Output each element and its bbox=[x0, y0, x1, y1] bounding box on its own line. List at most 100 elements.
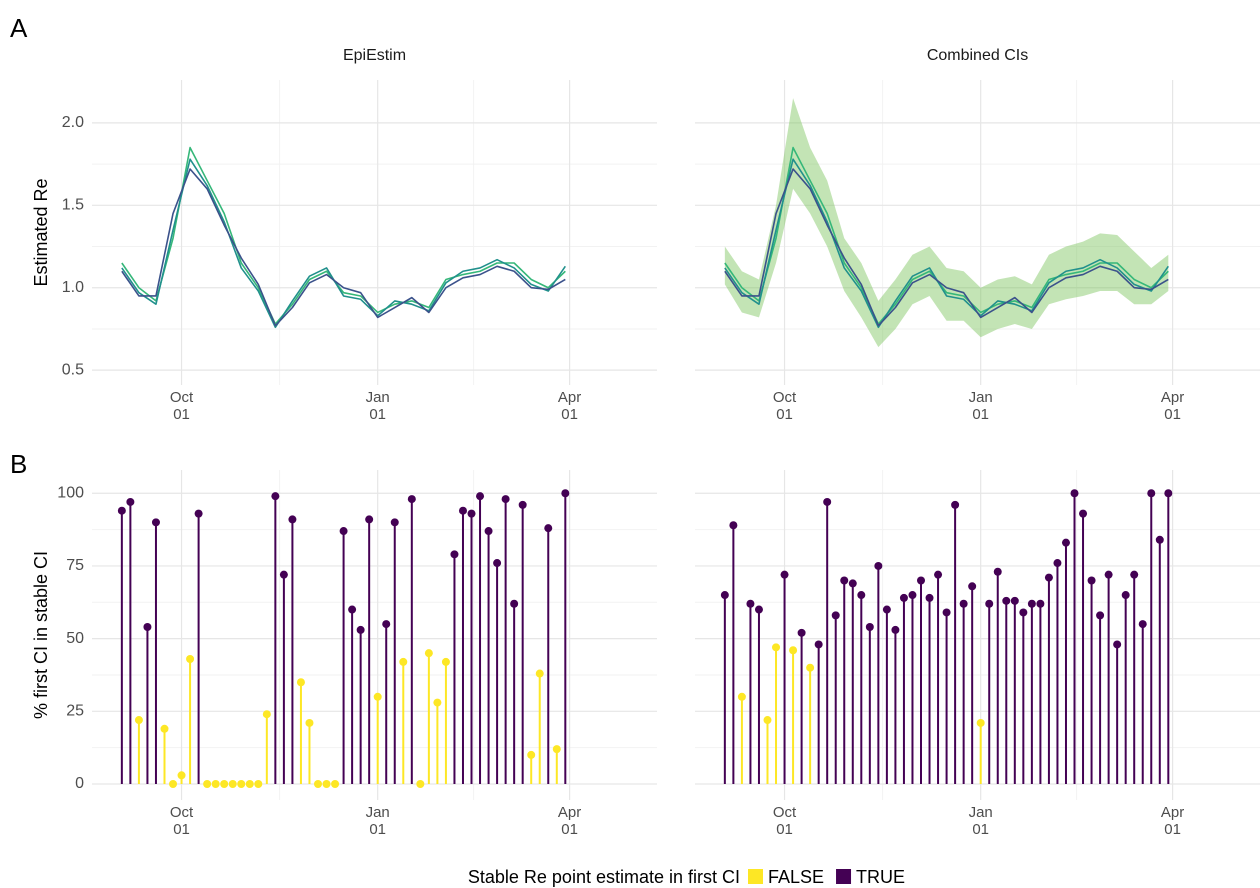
lollipop-dot bbox=[476, 492, 485, 501]
lollipop-dot bbox=[1061, 538, 1070, 547]
y-tick-label: 75 bbox=[66, 557, 84, 574]
lollipop-dot bbox=[985, 599, 994, 608]
lollipop-dot bbox=[1002, 596, 1011, 605]
lollipop-dot bbox=[245, 780, 254, 789]
lollipop-dot bbox=[1044, 573, 1053, 582]
panel-label: B bbox=[10, 449, 27, 479]
lollipop-dot bbox=[467, 509, 476, 518]
lollipop-dot bbox=[772, 643, 781, 652]
y-axis-label: % first CI in stable CI bbox=[31, 551, 51, 719]
lollipop-dot bbox=[169, 780, 178, 789]
lollipop-dot bbox=[424, 649, 433, 658]
lollipop-dot bbox=[160, 724, 169, 733]
lollipop-dot bbox=[254, 780, 263, 789]
lollipop-dot bbox=[848, 579, 857, 588]
lollipop-dot bbox=[331, 780, 340, 789]
legend-title: Stable Re point estimate in first CI bbox=[468, 867, 740, 887]
lollipop-dot bbox=[899, 593, 908, 602]
lollipop-dot bbox=[186, 654, 195, 663]
facet-title: EpiEstim bbox=[343, 47, 406, 64]
lollipop-dot bbox=[1079, 509, 1088, 518]
lollipop-dot bbox=[1053, 559, 1062, 568]
lollipop-dot bbox=[976, 718, 985, 727]
lollipop-dot bbox=[279, 570, 288, 579]
lollipop-dot bbox=[117, 506, 126, 515]
lollipop-dot bbox=[925, 593, 934, 602]
lollipop-dot bbox=[211, 780, 220, 789]
lollipop-dot bbox=[501, 495, 510, 504]
lollipop-dot bbox=[806, 663, 815, 672]
x-tick-label: Apr 01 bbox=[1160, 804, 1185, 838]
lollipop-dot bbox=[493, 559, 502, 568]
lollipop-dot bbox=[1113, 640, 1122, 649]
series-line bbox=[121, 168, 566, 327]
lollipop-dot bbox=[484, 527, 493, 536]
x-tick-label: Apr 01 bbox=[557, 804, 582, 838]
x-tick-label: Apr 01 bbox=[557, 389, 582, 423]
lollipop-dot bbox=[1155, 535, 1164, 544]
x-tick-label: Oct 01 bbox=[772, 389, 797, 423]
grid bbox=[92, 80, 1260, 800]
lollipop-dot bbox=[729, 521, 738, 530]
lollipop-dot bbox=[305, 718, 314, 727]
lollipop-dot bbox=[203, 780, 212, 789]
lollipop-dot bbox=[823, 497, 832, 506]
lollipop-dot bbox=[746, 599, 755, 608]
lollipop-dot bbox=[874, 561, 883, 570]
lollipop-dot bbox=[1096, 611, 1105, 620]
lollipop-dot bbox=[1027, 599, 1036, 608]
legend-swatch bbox=[836, 869, 852, 884]
y-tick-label: 0.5 bbox=[62, 361, 84, 378]
series-line bbox=[724, 158, 1169, 329]
y-tick-label: 1.0 bbox=[62, 279, 84, 296]
legend-swatch bbox=[748, 869, 763, 884]
lollipop-dot bbox=[237, 780, 246, 789]
lollipop-dot bbox=[151, 518, 160, 527]
lollipop-dot bbox=[1087, 576, 1096, 585]
series-line bbox=[724, 168, 1169, 327]
lollipop-dot bbox=[262, 710, 271, 719]
lollipop-dot bbox=[271, 492, 280, 501]
facet-title: Combined CIs bbox=[927, 47, 1028, 64]
lollipop-dot bbox=[882, 605, 891, 614]
lollipop-dot bbox=[399, 657, 408, 666]
x-tick-label: Apr 01 bbox=[1160, 389, 1185, 423]
x-tick-label: Jan 01 bbox=[365, 389, 390, 423]
lollipop-dot bbox=[754, 605, 763, 614]
y-tick-label: 2.0 bbox=[62, 114, 84, 131]
lollipop-dot bbox=[458, 506, 467, 515]
lollipop-dot bbox=[339, 527, 348, 536]
lollipop-dot bbox=[535, 669, 544, 678]
lollipop-dot bbox=[737, 692, 746, 701]
lollipop-dot bbox=[951, 500, 960, 509]
lollipop-dot bbox=[840, 576, 849, 585]
lollipop-dot bbox=[1164, 489, 1173, 498]
x-tick-label: Jan 01 bbox=[968, 804, 993, 838]
lollipop-dot bbox=[433, 698, 442, 707]
lollipop-dot bbox=[934, 570, 943, 579]
lollipop-dot bbox=[814, 640, 823, 649]
y-tick-label: 50 bbox=[66, 630, 84, 647]
lollipop-dot bbox=[296, 678, 305, 687]
lollipop-dot bbox=[450, 550, 459, 559]
lollipop-dot bbox=[1104, 570, 1113, 579]
y-axis-label: Estimated Re bbox=[31, 178, 51, 286]
lollipop-dot bbox=[382, 620, 391, 629]
lollipop-dot bbox=[407, 495, 416, 504]
lollipop-dot bbox=[865, 623, 874, 632]
lollipop-dot bbox=[993, 567, 1002, 576]
lollipop-dot bbox=[1010, 596, 1019, 605]
lollipop-dot bbox=[177, 771, 186, 780]
series-line bbox=[724, 146, 1169, 325]
lollipop-dot bbox=[797, 628, 806, 637]
legend-label: TRUE bbox=[856, 867, 905, 887]
lollipop-dot bbox=[527, 750, 536, 759]
lollipop-dot bbox=[544, 524, 553, 533]
lollipop-dot bbox=[552, 745, 561, 754]
lollipop-dot bbox=[143, 623, 152, 632]
lollipop-dot bbox=[348, 605, 357, 614]
lollipop-dot bbox=[917, 576, 925, 585]
legend-label: FALSE bbox=[768, 867, 824, 887]
panel-label: A bbox=[10, 13, 28, 43]
